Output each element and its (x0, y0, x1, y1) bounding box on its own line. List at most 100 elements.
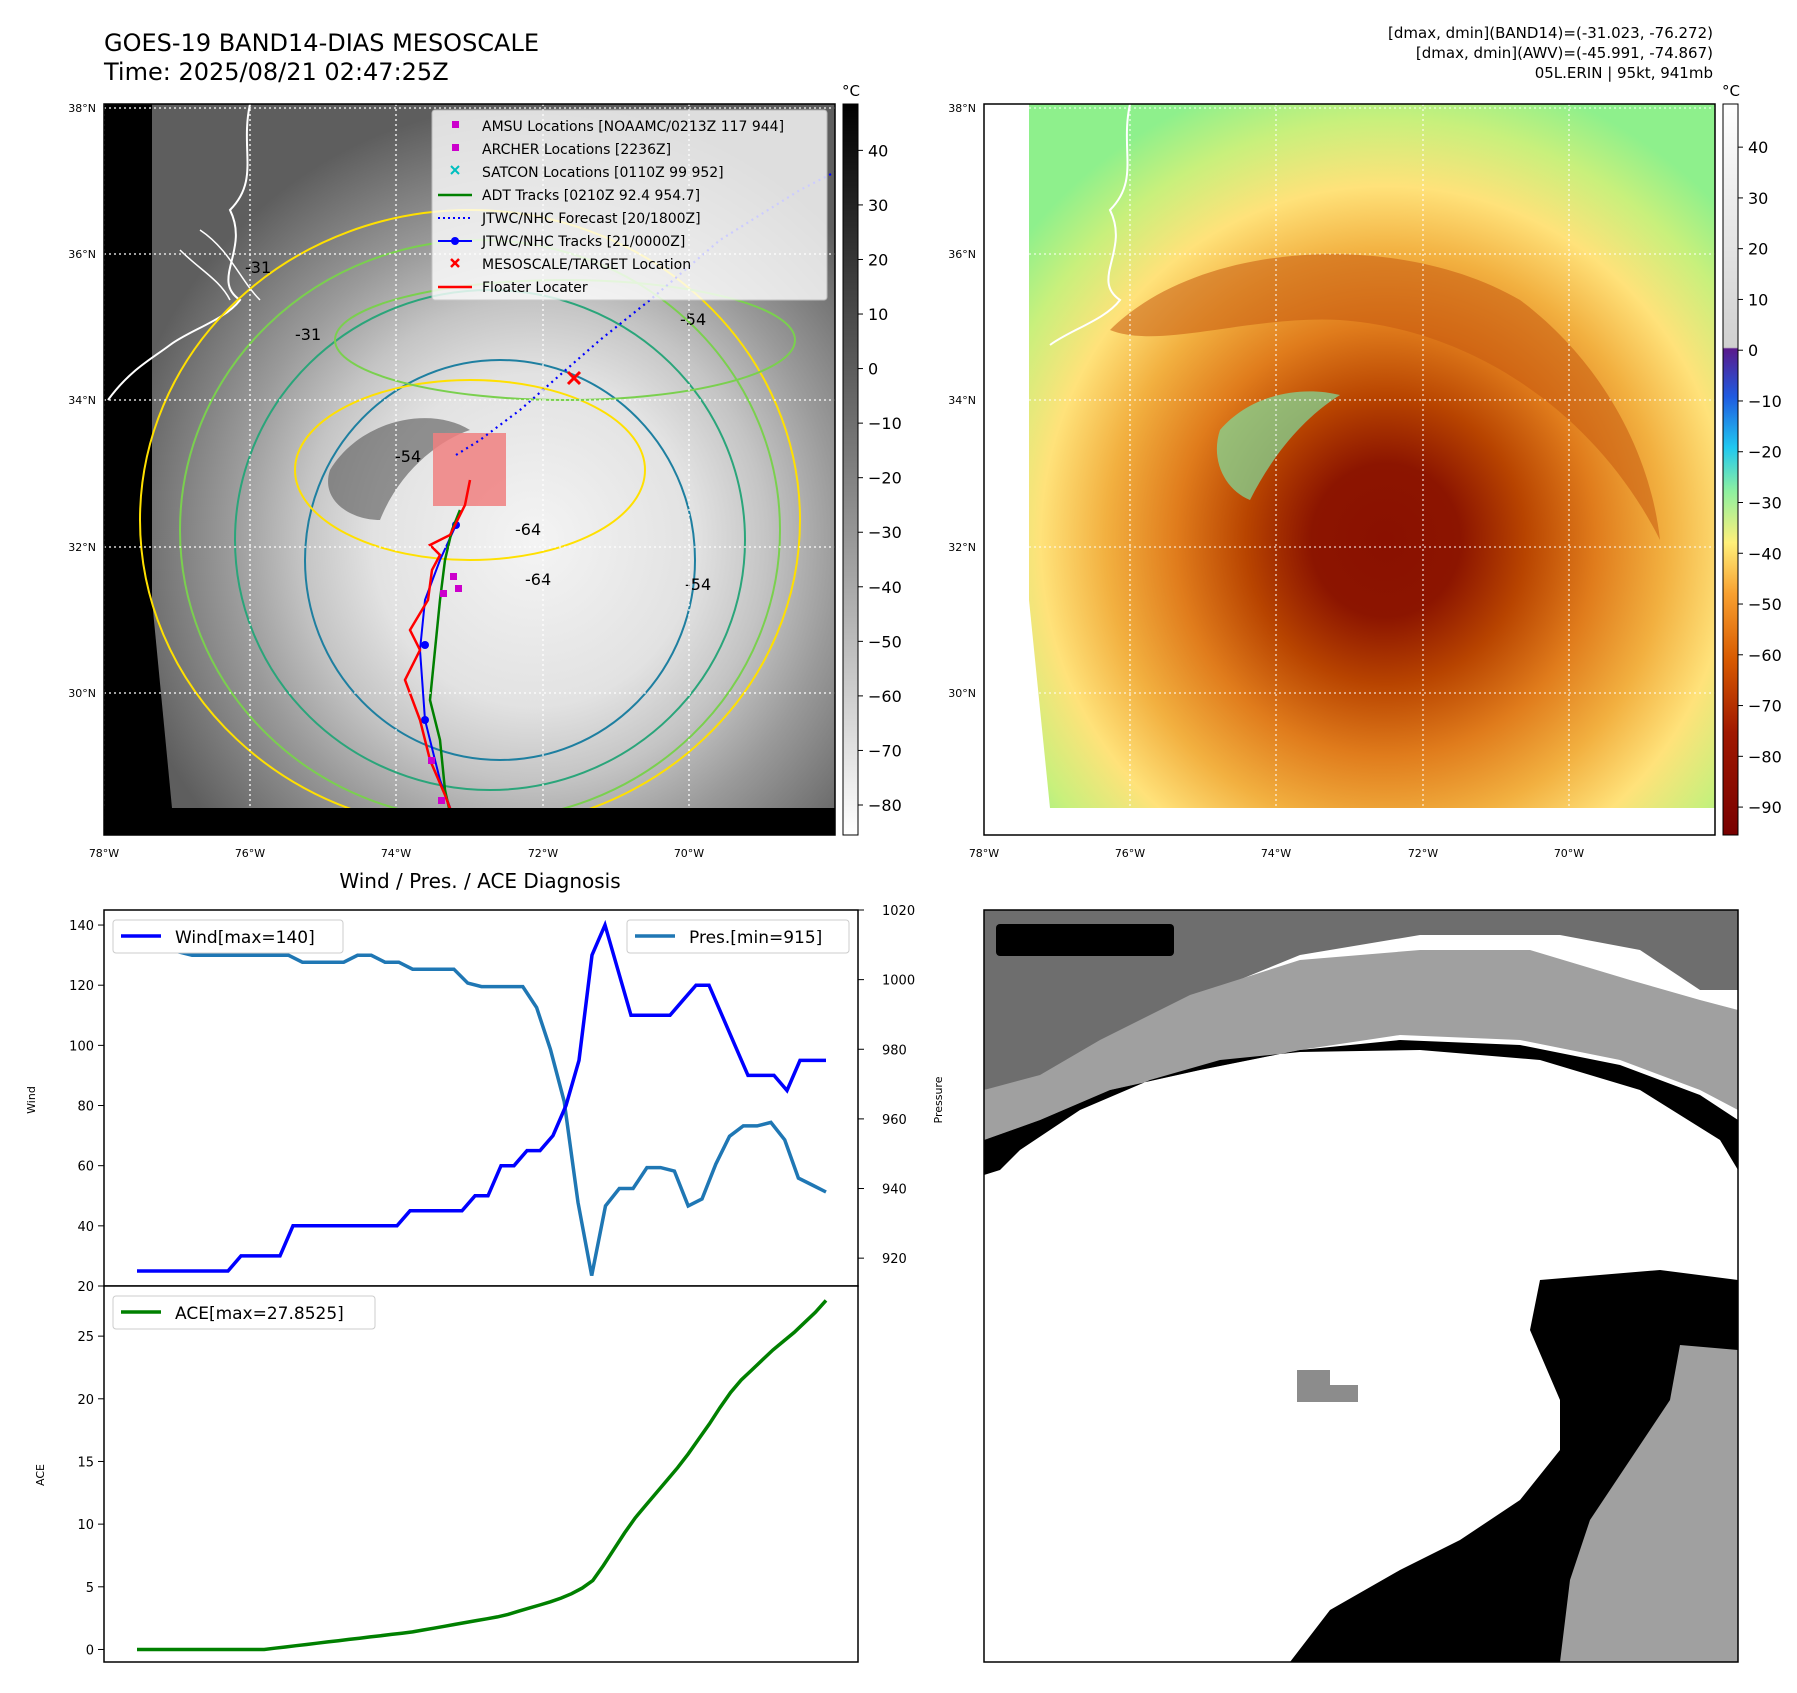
ace-axis-tick-label: 0 (86, 1643, 94, 1658)
svg-text:76°W: 76°W (235, 847, 265, 860)
pressure-axis-tick-label: 940 (882, 1183, 907, 1198)
ir-colorbar-tick-label: 0 (868, 360, 878, 379)
wv-colorbar-tick-label: 40 (1748, 138, 1768, 157)
ir-lat-labels: 38°N 36°N 34°N 32°N 30°N (68, 102, 96, 700)
svg-text:72°W: 72°W (1408, 847, 1438, 860)
svg-text:38°N: 38°N (68, 102, 96, 115)
wmg-right-gray (1560, 1345, 1738, 1662)
svg-text:76°W: 76°W (1115, 847, 1145, 860)
wmg-count-label: WMG Count: 0 (1003, 930, 1156, 952)
svg-text:-64: -64 (515, 520, 541, 539)
pressure-axis-tick-label: 960 (882, 1113, 907, 1128)
wind-axis-tick-label: 60 (77, 1160, 94, 1175)
ace-legend: ACE[max=27.8525] (112, 1295, 376, 1330)
pressure-axis-tick-label: 920 (882, 1252, 907, 1267)
svg-text:70°W: 70°W (1554, 847, 1584, 860)
wv-colorbar-tick-label: −50 (1748, 595, 1782, 614)
svg-text:38°N: 38°N (948, 102, 976, 115)
wind-axis-tick-label: 140 (69, 919, 94, 934)
title-line1: GOES-19 BAND14-DIAS MESOSCALE (104, 29, 539, 57)
wind-legend-label: Wind[max=140] (175, 928, 315, 948)
ace-legend-label: ACE[max=27.8525] (175, 1304, 344, 1324)
svg-text:-31: -31 (245, 258, 271, 277)
wv-colorbar-unit: °C (1722, 82, 1740, 100)
pressure-legend: Pres.[min=915] (626, 919, 850, 954)
ir-contour-labels: -31 -31 -54 -54 -64 -64 -54 (245, 258, 711, 594)
ir-colorbar-tick-label: −40 (868, 578, 902, 597)
wv-colorbar-tick-label: −90 (1748, 798, 1782, 817)
wv-coastline (1049, 104, 1131, 346)
wv-colorbar-tick-label: 30 (1748, 189, 1768, 208)
svg-text:74°W: 74°W (1261, 847, 1291, 860)
title-line2: Time: 2025/08/21 02:47:25Z (103, 58, 449, 86)
pressure-axis-tick-label: 1000 (882, 974, 915, 989)
wv-colorbar-tick-label: −20 (1748, 443, 1782, 462)
svg-text:-54: -54 (680, 310, 706, 329)
wv-moist-slot (1216, 391, 1340, 500)
pressure-series-line (137, 925, 827, 1276)
diagnosis-title: Wind / Pres. / ACE Diagnosis (339, 869, 620, 893)
legend-archer-label: ARCHER Locations [2236Z] (482, 142, 671, 158)
wv-colorbar-tick-label: −30 (1748, 493, 1782, 512)
svg-text:30°N: 30°N (68, 687, 96, 700)
wind-axis-label: Wind (25, 1086, 38, 1114)
legend-floater-label: Floater Locater (482, 280, 588, 296)
ir-colorbar-tick-label: −80 (868, 796, 902, 815)
svg-text:78°W: 78°W (89, 847, 119, 860)
floater-locator-track (403, 479, 472, 835)
legend-archer-icon (452, 144, 459, 151)
wv-colorbar-tick-label: 10 (1748, 290, 1768, 309)
legend-satcon-icon (450, 165, 460, 175)
svg-text:34°N: 34°N (68, 394, 96, 407)
svg-text:-31: -31 (295, 325, 321, 344)
ir-colorbar-tick-label: −10 (868, 414, 902, 433)
svg-text:-54: -54 (395, 447, 421, 466)
ace-axis-tick-label: 20 (77, 1393, 94, 1408)
svg-text:78°W: 78°W (969, 847, 999, 860)
ir-colorbar: °C 40 30 20 10 0 −10 −20 −30 −40 −50 −60 −70 −80 (842, 82, 902, 836)
ace-axis-tick-label: 5 (86, 1581, 94, 1596)
legend-track-label: JTWC/NHC Tracks [21/0000Z] (481, 234, 685, 250)
ir-colorbar-tick-label: 40 (868, 141, 888, 160)
info-line3: 05L.ERIN | 95kt, 941mb (1535, 64, 1713, 82)
pressure-axis-tick-label: 1020 (882, 904, 915, 919)
ir-map-panel: -31 -31 -54 -54 -64 -64 -54 (68, 102, 836, 860)
wmg-light-band (984, 950, 1738, 1140)
ace-axes (103, 1285, 859, 1663)
wv-gridlines (984, 104, 1715, 835)
svg-text:-54: -54 (685, 575, 711, 594)
wind-axis-tick-label: 40 (77, 1220, 94, 1235)
svg-text:36°N: 36°N (68, 248, 96, 261)
floater-box (433, 433, 506, 506)
ir-colorbar-tick-label: −70 (868, 741, 902, 760)
ir-colorbar-tick-label: 20 (868, 250, 888, 269)
svg-text:32°N: 32°N (68, 541, 96, 554)
wind-axis-tick-label: 100 (69, 1039, 94, 1054)
ir-colorbar-tick-label: 30 (868, 196, 888, 215)
ace-series-line (137, 1299, 828, 1652)
wind-legend: Wind[max=140] (112, 919, 344, 954)
ace-axis-tick-label: 10 (77, 1518, 94, 1533)
wv-colorbar: °C 40 30 20 10 0 −10 −20 −30 −40 −50 −60 −70 −80 −90 (1722, 82, 1782, 836)
legend-satcon-label: SATCON Locations [0110Z 99 952] (482, 165, 724, 181)
ace-axis-tick-label: 15 (77, 1455, 94, 1470)
svg-text:-64: -64 (525, 570, 551, 589)
wind-pressure-axes (103, 909, 859, 1287)
wind-series-line (137, 919, 826, 1273)
svg-text:36°N: 36°N (948, 248, 976, 261)
legend-adt-label: ADT Tracks [0210Z 92.4 954.7] (482, 188, 700, 204)
wmg-black-band (984, 1040, 1738, 1175)
copyright: Copyright © 2020-2025 Dapiya (108, 813, 387, 832)
ace-axis-tick-label: 25 (77, 1330, 94, 1345)
legend-mesoscale-label: MESOSCALE/TARGET Location (482, 257, 691, 273)
wv-colorbar-tick-label: −70 (1748, 697, 1782, 716)
wv-colorbar-tick-label: −10 (1748, 392, 1782, 411)
wmg-panel: WMG Count: 0 (983, 909, 1739, 1663)
wv-colorbar-tick-label: 20 (1748, 240, 1768, 259)
svg-text:32°N: 32°N (948, 541, 976, 554)
mesoscale-target-marker (566, 370, 582, 386)
info-line2: [dmax, dmin](AWV)=(-45.991, -74.867) (1416, 44, 1713, 62)
wv-lon-labels: 78°W 76°W 74°W 72°W 70°W (969, 847, 1584, 860)
wv-colorbar-tick-label: −60 (1748, 646, 1782, 665)
